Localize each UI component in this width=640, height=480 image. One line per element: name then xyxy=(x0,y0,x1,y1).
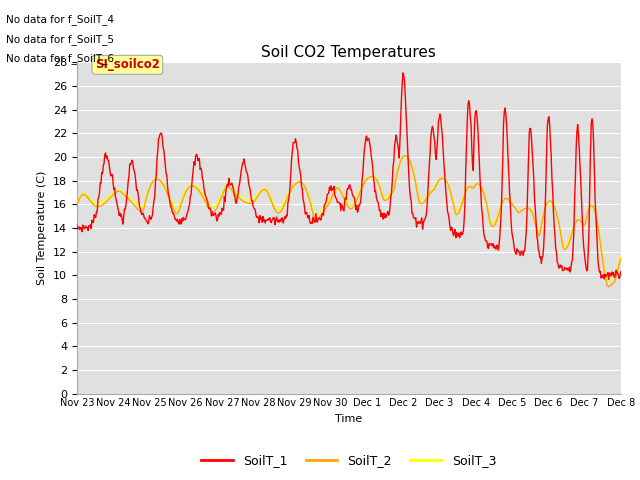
Text: No data for f_SoilT_5: No data for f_SoilT_5 xyxy=(6,34,115,45)
Text: No data for f_SoilT_6: No data for f_SoilT_6 xyxy=(6,53,115,64)
Y-axis label: Soil Temperature (C): Soil Temperature (C) xyxy=(37,171,47,285)
Legend: SoilT_1, SoilT_2, SoilT_3: SoilT_1, SoilT_2, SoilT_3 xyxy=(196,450,501,472)
Text: SI_soilco2: SI_soilco2 xyxy=(95,58,160,72)
Text: No data for f_SoilT_4: No data for f_SoilT_4 xyxy=(6,14,115,25)
X-axis label: Time: Time xyxy=(335,414,362,424)
Title: Soil CO2 Temperatures: Soil CO2 Temperatures xyxy=(261,45,436,60)
